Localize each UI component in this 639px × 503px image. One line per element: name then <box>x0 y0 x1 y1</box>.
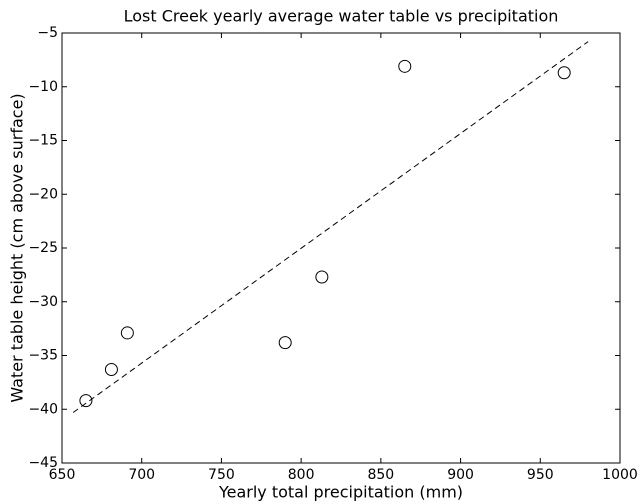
y-tick-label: −40 <box>28 401 58 417</box>
chart-title: Lost Creek yearly average water table vs… <box>124 7 559 26</box>
point <box>120 326 134 340</box>
point <box>79 394 93 408</box>
plot-frame <box>61 32 621 464</box>
y-tick-label: −10 <box>28 79 58 95</box>
x-tick-label: 900 <box>447 467 474 483</box>
y-tick-label: −35 <box>28 348 58 364</box>
x-tick-label: 850 <box>367 467 394 483</box>
x-tick-label: 1000 <box>602 467 638 483</box>
point <box>398 59 412 73</box>
x-tick-label: 950 <box>527 467 554 483</box>
y-tick-label: −20 <box>28 186 58 202</box>
y-tick-label: −25 <box>28 240 58 256</box>
point <box>278 336 292 350</box>
y-tick-label: −5 <box>37 25 58 41</box>
y-tick-label: −15 <box>28 133 58 149</box>
x-tick-label: 650 <box>49 467 76 483</box>
fit-line <box>72 41 589 413</box>
point <box>557 66 571 80</box>
y-tick-label: −45 <box>28 455 58 471</box>
point <box>104 362 118 376</box>
x-tick-label: 750 <box>208 467 235 483</box>
y-axis-label: Water table height (cm above surface) <box>8 93 27 402</box>
y-tick-label: −30 <box>28 294 58 310</box>
x-tick-label: 800 <box>288 467 315 483</box>
point <box>315 270 329 284</box>
x-axis-label: Yearly total precipitation (mm) <box>218 483 463 502</box>
x-tick-label: 700 <box>128 467 155 483</box>
